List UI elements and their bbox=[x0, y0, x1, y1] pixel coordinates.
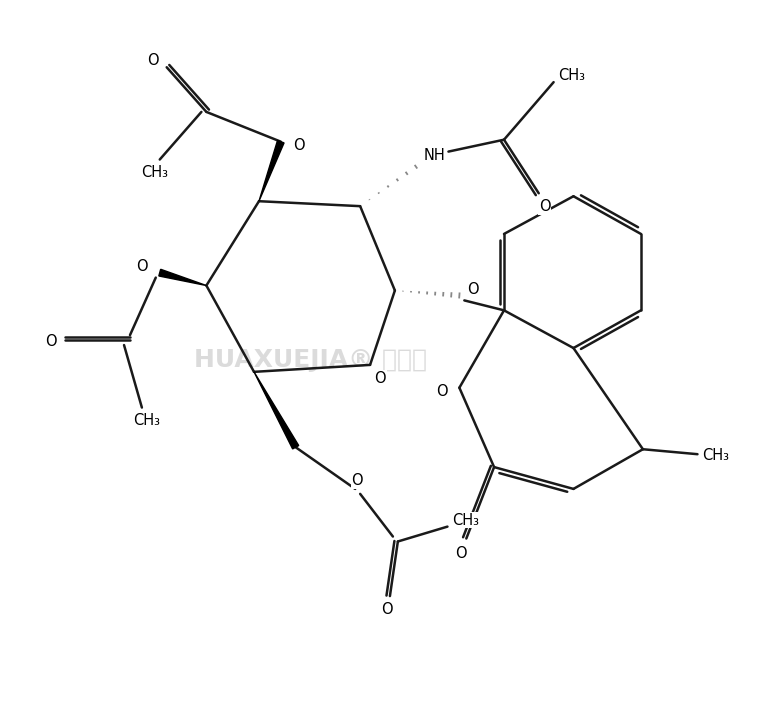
Text: HUAXUEJIA® 化学加: HUAXUEJIA® 化学加 bbox=[194, 348, 427, 372]
Text: O: O bbox=[136, 259, 148, 274]
Text: O: O bbox=[45, 334, 56, 349]
Text: CH₃: CH₃ bbox=[452, 513, 480, 527]
Polygon shape bbox=[259, 140, 284, 201]
Polygon shape bbox=[159, 269, 207, 286]
Text: O: O bbox=[351, 473, 363, 488]
Text: CH₃: CH₃ bbox=[141, 166, 168, 180]
Text: NH: NH bbox=[423, 147, 445, 163]
Text: CH₃: CH₃ bbox=[559, 68, 586, 83]
Polygon shape bbox=[254, 372, 299, 449]
Text: O: O bbox=[435, 384, 448, 399]
Text: O: O bbox=[381, 602, 393, 617]
Text: O: O bbox=[374, 371, 386, 386]
Text: CH₃: CH₃ bbox=[133, 413, 160, 429]
Text: O: O bbox=[467, 281, 479, 297]
Text: O: O bbox=[147, 54, 159, 68]
Text: O: O bbox=[455, 546, 467, 561]
Text: CH₃: CH₃ bbox=[702, 448, 730, 463]
Text: O: O bbox=[293, 137, 304, 153]
Text: O: O bbox=[539, 200, 550, 214]
